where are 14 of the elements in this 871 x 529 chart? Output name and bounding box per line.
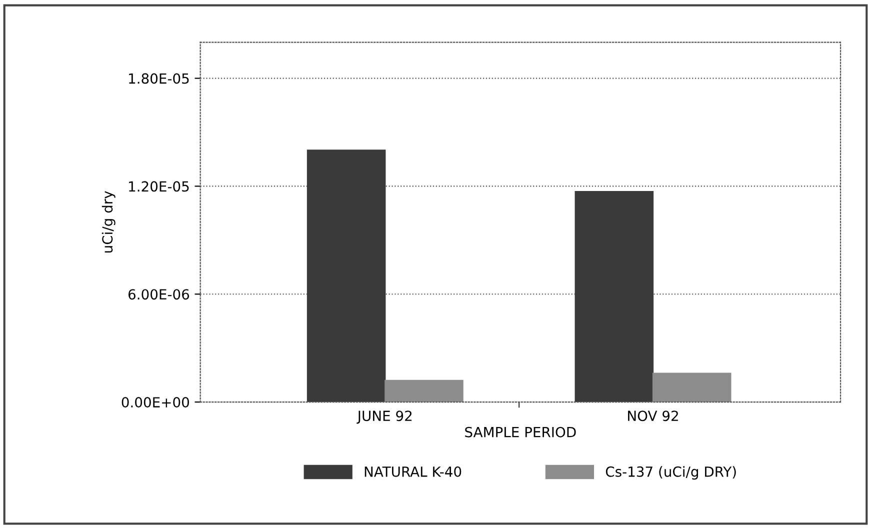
bar	[384, 380, 464, 402]
bar	[652, 372, 732, 402]
y-tick-label: 1.80E-05	[129, 73, 189, 84]
y-tick-label: 0.00E+00	[122, 397, 189, 408]
legend-label: NATURAL K-40	[364, 466, 462, 477]
x-axis-title: SAMPLE PERIOD	[465, 426, 576, 438]
x-tick-label: JUNE 92	[356, 410, 412, 424]
bar	[306, 150, 386, 402]
y-axis-title: uCi/g dry	[102, 191, 116, 253]
legend-label: Cs-137 (uCi/g DRY)	[606, 466, 736, 480]
x-tick-label: NOV 92	[628, 410, 678, 422]
bar	[574, 191, 654, 402]
y-tick-label: 1.20E-05	[129, 181, 189, 192]
y-tick-label: 6.00E-06	[128, 289, 190, 300]
